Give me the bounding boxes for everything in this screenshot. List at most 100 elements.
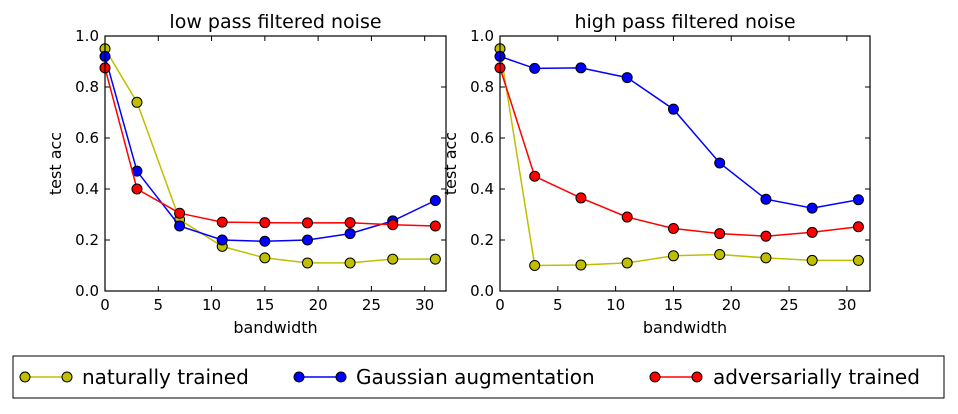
data-point: [301, 234, 313, 246]
x-tick-label: 0: [100, 296, 110, 314]
y-tick-label: 0.8: [75, 78, 99, 96]
y-tick-label: 1.0: [470, 27, 494, 45]
chart-title: low pass filtered noise: [169, 11, 381, 33]
legend-swatch-marker: [649, 371, 661, 383]
series-line: [104, 67, 436, 227]
data-point: [259, 252, 271, 264]
x-axis-label: bandwidth: [233, 318, 317, 337]
x-tick-label: 5: [154, 296, 164, 314]
plot-area-frame: [104, 35, 447, 292]
y-tick-label: 0.2: [75, 231, 99, 249]
data-point: [344, 217, 356, 229]
legend-label: adversarially trained: [713, 365, 920, 389]
series-line: [104, 48, 436, 264]
x-tick-label: 30: [837, 296, 856, 314]
data-point: [387, 253, 399, 265]
data-point: [575, 62, 587, 74]
series-2: [99, 50, 441, 247]
data-point: [429, 194, 441, 206]
data-point: [429, 220, 441, 232]
x-tick-label: 10: [202, 296, 221, 314]
data-point: [259, 235, 271, 247]
y-tick-label: 0.0: [470, 282, 494, 300]
plot-area-frame: [499, 35, 871, 292]
legend-label: naturally trained: [82, 365, 249, 389]
data-point: [301, 217, 313, 229]
data-point: [667, 223, 679, 235]
data-point: [760, 193, 772, 205]
data-point: [621, 211, 633, 223]
data-point: [429, 253, 441, 265]
y-tick-label: 0.2: [470, 231, 494, 249]
data-point: [852, 221, 864, 233]
x-tick-label: 5: [553, 296, 563, 314]
series-1: [494, 43, 864, 271]
y-tick-label: 0.6: [75, 129, 99, 147]
series-2: [494, 50, 864, 214]
data-point: [806, 202, 818, 214]
data-point: [174, 220, 186, 232]
legend-item-2: Gaussian augmentation: [293, 365, 595, 389]
data-point: [131, 183, 143, 195]
y-tick-label: 0.6: [470, 129, 494, 147]
data-point: [529, 62, 541, 74]
data-point: [529, 260, 541, 271]
chart-title: high pass filtered noise: [574, 11, 795, 33]
x-tick-label: 20: [722, 296, 741, 314]
legend: naturally trained Gaussian augmentation ad…: [12, 355, 945, 399]
x-tick-label: 25: [362, 296, 381, 314]
data-point: [575, 259, 587, 271]
data-point: [714, 157, 726, 169]
data-point: [301, 257, 313, 269]
data-point: [529, 170, 541, 182]
data-point: [714, 249, 726, 261]
series-3: [494, 62, 864, 242]
x-tick-label: 20: [309, 296, 328, 314]
legend-box: [12, 355, 945, 399]
data-point: [714, 228, 726, 240]
x-tick-label: 15: [255, 296, 274, 314]
legend-swatch-marker: [691, 371, 703, 383]
legend-swatch-marker: [293, 371, 305, 383]
series-line: [499, 67, 859, 237]
x-tick-label: 30: [415, 296, 434, 314]
x-tick-label: 0: [495, 296, 505, 314]
data-point: [344, 257, 356, 269]
y-tick-label: 0.8: [470, 78, 494, 96]
legend-label: Gaussian augmentation: [356, 365, 595, 389]
data-point: [760, 230, 772, 242]
legend-swatch-marker: [19, 371, 31, 383]
legend-item-3: adversarially trained: [649, 365, 920, 389]
x-tick-label: 10: [606, 296, 625, 314]
data-point: [216, 216, 228, 228]
y-axis-label: test acc: [441, 132, 460, 195]
data-point: [621, 72, 633, 84]
y-tick-label: 0.4: [470, 180, 494, 198]
data-point: [216, 234, 228, 246]
data-point: [259, 217, 271, 229]
data-point: [852, 254, 864, 266]
data-point: [806, 254, 818, 266]
y-axis-label: test acc: [46, 132, 65, 195]
legend-swatch-marker: [61, 371, 73, 383]
subplot-2: high pass filtered noise 0 5 10 15 20 25 30 0.0 0…: [441, 11, 871, 337]
data-point: [667, 103, 679, 115]
y-tick-label: 0.4: [75, 180, 99, 198]
x-tick-label: 25: [780, 296, 799, 314]
data-point: [174, 207, 186, 219]
data-point: [852, 194, 864, 206]
data-point: [621, 257, 633, 269]
x-tick-label: 15: [664, 296, 683, 314]
y-tick-label: 0.0: [75, 282, 99, 300]
series-3: [99, 62, 441, 232]
data-point: [131, 96, 143, 108]
data-point: [667, 250, 679, 262]
legend-item-1: naturally trained: [19, 365, 249, 389]
series-1: [99, 43, 441, 269]
data-point: [806, 226, 818, 238]
x-axis-label: bandwidth: [643, 318, 727, 337]
data-point: [344, 228, 356, 240]
y-tick-label: 1.0: [75, 27, 99, 45]
